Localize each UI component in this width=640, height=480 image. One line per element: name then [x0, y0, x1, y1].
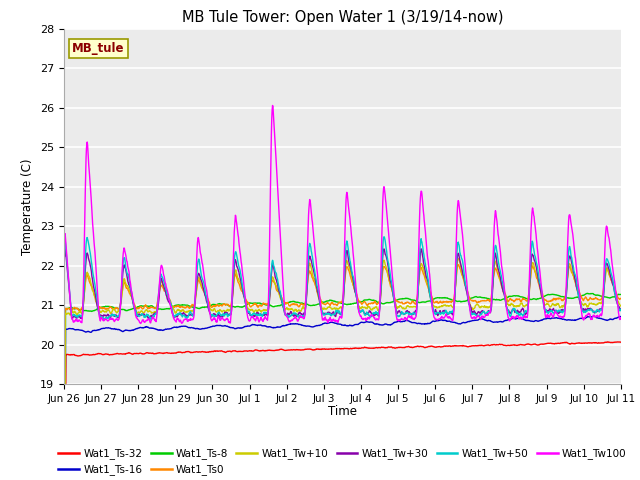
Text: MB_tule: MB_tule: [72, 42, 125, 55]
Wat1_Tw+50: [153, 309, 161, 314]
Wat1_Tw+30: [501, 296, 509, 302]
X-axis label: Time: Time: [328, 405, 357, 418]
Wat1_Ts0: [455, 262, 463, 267]
Line: Wat1_Ts-32: Wat1_Ts-32: [64, 341, 640, 480]
Wat1_Ts0: [346, 270, 353, 276]
Wat1_Ts-8: [624, 289, 632, 295]
Wat1_Ts0: [153, 302, 161, 308]
Wat1_Tw+10: [455, 256, 463, 262]
Wat1_Ts-16: [588, 314, 596, 320]
Wat1_Tw+50: [588, 308, 596, 314]
Wat1_Tw+30: [588, 307, 596, 313]
Y-axis label: Temperature (C): Temperature (C): [22, 158, 35, 255]
Line: Wat1_Tw+10: Wat1_Tw+10: [64, 259, 640, 480]
Wat1_Tw100: [60, 216, 68, 221]
Wat1_Ts-16: [153, 327, 161, 333]
Line: Wat1_Tw+30: Wat1_Tw+30: [64, 234, 640, 480]
Wat1_Ts-32: [501, 342, 509, 348]
Line: Wat1_Ts0: Wat1_Ts0: [64, 264, 640, 480]
Wat1_Tw+50: [501, 295, 509, 301]
Wat1_Ts-8: [588, 291, 596, 297]
Wat1_Tw+50: [346, 255, 353, 261]
Wat1_Tw+50: [60, 223, 68, 229]
Wat1_Ts-8: [335, 300, 342, 305]
Wat1_Ts-16: [335, 321, 342, 327]
Wat1_Tw+10: [153, 306, 161, 312]
Wat1_Ts-32: [588, 340, 596, 346]
Wat1_Tw+10: [502, 294, 509, 300]
Legend: Wat1_Ts-32, Wat1_Ts-16, Wat1_Ts-8, Wat1_Ts0, Wat1_Tw+10, Wat1_Tw+30, Wat1_Tw+50,: Wat1_Ts-32, Wat1_Ts-16, Wat1_Ts-8, Wat1_…: [54, 444, 630, 480]
Wat1_Tw100: [502, 296, 509, 301]
Wat1_Tw+50: [335, 310, 342, 316]
Title: MB Tule Tower: Open Water 1 (3/19/14-now): MB Tule Tower: Open Water 1 (3/19/14-now…: [182, 10, 503, 25]
Wat1_Tw100: [335, 317, 342, 323]
Wat1_Tw+10: [335, 306, 342, 312]
Wat1_Tw+30: [60, 231, 68, 237]
Line: Wat1_Ts-16: Wat1_Ts-16: [64, 315, 640, 480]
Wat1_Ts-32: [335, 346, 342, 351]
Wat1_Ts-16: [346, 322, 353, 328]
Wat1_Tw100: [269, 103, 276, 108]
Wat1_Ts0: [589, 297, 596, 302]
Wat1_Ts-8: [501, 296, 509, 301]
Wat1_Ts-32: [346, 346, 353, 352]
Wat1_Ts0: [335, 300, 342, 306]
Line: Wat1_Tw+50: Wat1_Tw+50: [64, 226, 640, 480]
Wat1_Tw+30: [346, 262, 353, 268]
Line: Wat1_Tw100: Wat1_Tw100: [64, 106, 640, 480]
Wat1_Tw+30: [153, 309, 161, 315]
Wat1_Ts-8: [153, 306, 161, 312]
Wat1_Ts-16: [501, 318, 509, 324]
Wat1_Tw+10: [589, 301, 596, 307]
Wat1_Tw100: [153, 313, 161, 319]
Wat1_Tw+10: [346, 266, 353, 272]
Line: Wat1_Ts-8: Wat1_Ts-8: [64, 292, 640, 480]
Wat1_Tw100: [346, 216, 354, 222]
Wat1_Ts0: [502, 292, 509, 298]
Wat1_Tw100: [589, 314, 596, 320]
Wat1_Ts-16: [626, 312, 634, 318]
Wat1_Ts-32: [153, 350, 161, 356]
Wat1_Tw+30: [335, 309, 342, 315]
Wat1_Ts-8: [346, 301, 353, 307]
